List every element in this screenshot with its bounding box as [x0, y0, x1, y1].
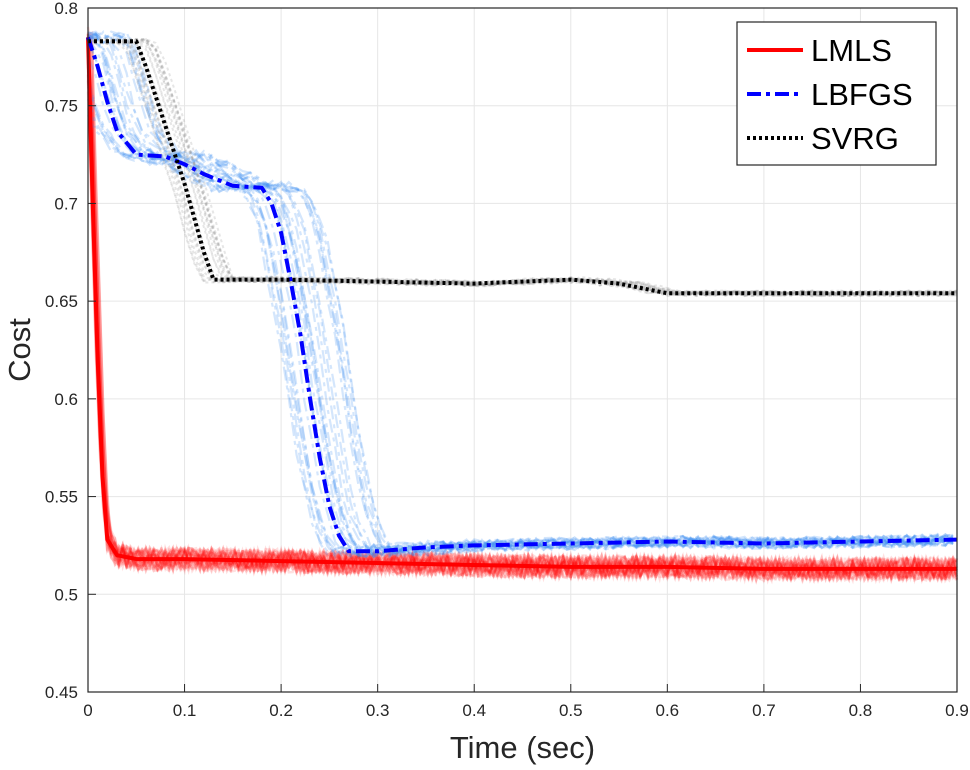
trial-line-svrg — [87, 38, 958, 298]
x-axis-title: Time (sec) — [450, 730, 595, 765]
trial-line-lmls — [86, 48, 959, 585]
x-tick-label: 0.7 — [752, 701, 776, 720]
x-tick-label: 0.1 — [173, 701, 197, 720]
x-tick-label: 0.4 — [462, 701, 486, 720]
y-tick-label: 0.45 — [45, 683, 78, 702]
series-line-lbfgs — [86, 36, 958, 554]
trial-line-svrg — [87, 38, 958, 298]
trial-line-svrg — [87, 38, 958, 298]
legend-box — [736, 21, 937, 166]
trial-line-lmls — [86, 74, 958, 584]
y-tick-label: 0.8 — [54, 0, 78, 18]
trial-line-svrg — [87, 37, 958, 298]
trial-line-lmls — [86, 91, 958, 585]
trial-line-lbfgs — [86, 98, 954, 558]
trial-line-svrg — [87, 38, 958, 298]
trial-line-lmls — [86, 34, 958, 584]
trial-line-lmls — [86, 33, 959, 584]
trial-line-lbfgs — [87, 37, 954, 559]
trial-line-lbfgs — [87, 32, 954, 558]
trial-line-svrg — [87, 38, 958, 298]
trial-line-lbfgs — [87, 32, 954, 558]
trial-line-lbfgs — [87, 30, 954, 557]
trial-line-lmls — [86, 26, 959, 584]
trial-line-lbfgs — [87, 114, 954, 559]
trial-line-lbfgs — [87, 32, 954, 558]
x-tick-label: 0.6 — [656, 701, 680, 720]
trial-line-lbfgs — [86, 107, 954, 558]
legend-label-lmls: LMLS — [811, 33, 892, 68]
series-lines — [86, 36, 958, 571]
x-tick-label: 0 — [83, 701, 92, 720]
trial-line-lmls — [86, 33, 958, 585]
legend-label-svrg: SVRG — [811, 121, 899, 156]
trial-line-svrg — [87, 38, 958, 298]
x-tick-label: 0.8 — [849, 701, 873, 720]
trial-line-svrg — [87, 39, 958, 298]
trial-line-lbfgs — [87, 31, 954, 557]
x-tick-label: 0.5 — [559, 701, 583, 720]
trial-line-lmls — [86, 45, 958, 585]
legend: LMLS LBFGS SVRG — [736, 21, 937, 166]
trial-line-svrg — [87, 39, 958, 298]
y-tick-label: 0.65 — [45, 292, 78, 311]
plot-frame — [87, 7, 958, 693]
trial-line-lbfgs — [86, 81, 954, 558]
series-line-lmls — [86, 37, 957, 571]
trial-line-lbfgs — [87, 30, 954, 556]
x-tick-label: 0.9 — [945, 701, 969, 720]
y-axis-title: Cost — [2, 318, 37, 382]
y-tick-label: 0.55 — [45, 488, 78, 507]
y-tick-label: 0.7 — [54, 194, 78, 213]
trial-line-lmls — [86, 59, 959, 585]
trial-line-lbfgs — [87, 38, 954, 558]
trial-line-lbfgs — [87, 32, 954, 557]
trial-line-lbfgs — [87, 30, 954, 558]
trial-line-lmls — [86, 33, 959, 584]
series-line-svrg — [88, 39, 957, 296]
trial-line-lmls — [86, 60, 959, 585]
trial-line-lbfgs — [87, 31, 954, 557]
axis-ticks: 0 0.1 0.2 0.3 0.4 0.5 0.6 0.7 0.8 0.9 0.45 0.5 0.55 0… — [45, 0, 969, 720]
y-tick-label: 0.75 — [45, 97, 78, 116]
y-tick-label: 0.5 — [54, 585, 78, 604]
legend-label-lbfgs: LBFGS — [811, 77, 913, 112]
x-tick-label: 0.2 — [269, 701, 293, 720]
y-tick-label: 0.6 — [54, 390, 78, 409]
x-tick-label: 0.3 — [366, 701, 390, 720]
